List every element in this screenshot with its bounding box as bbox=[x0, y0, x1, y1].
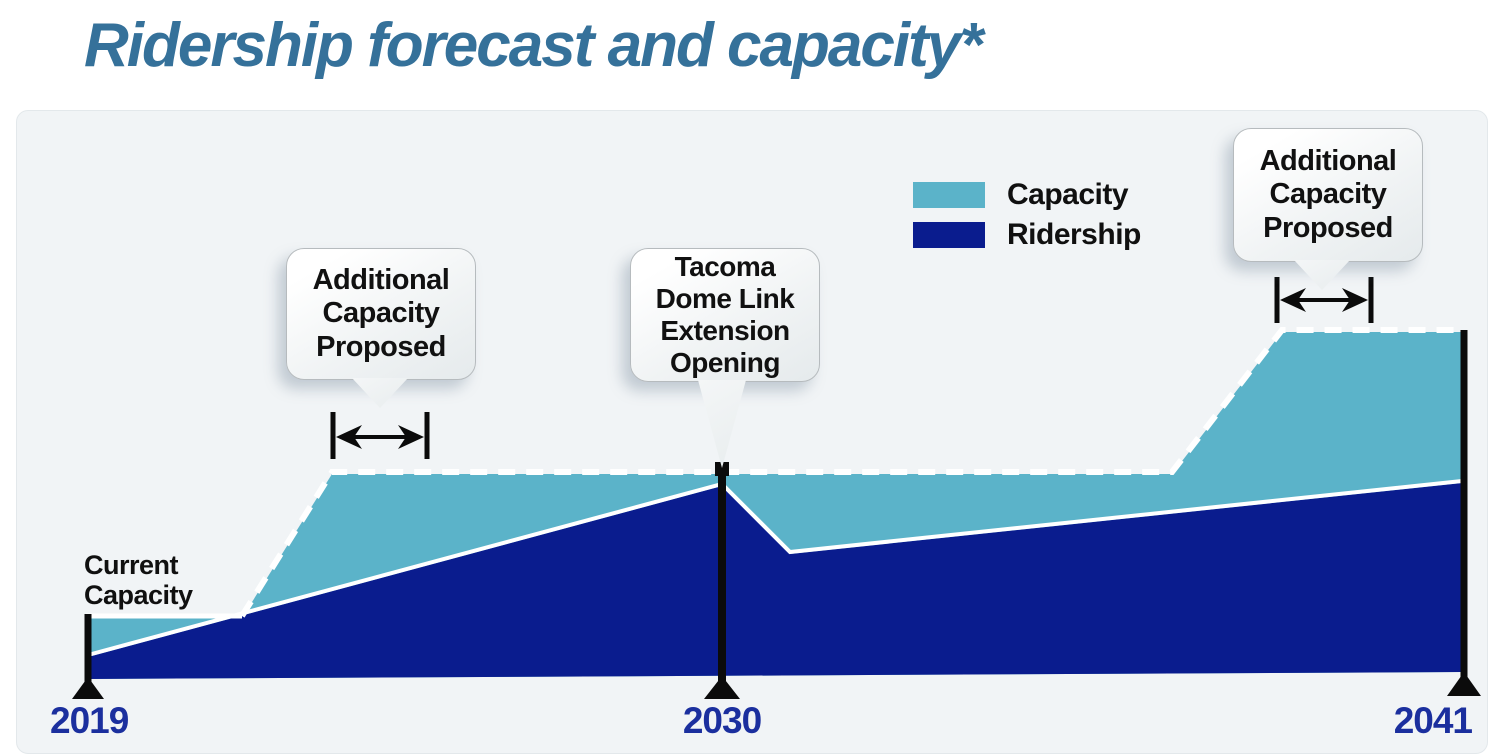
ridership-legend-label: Ridership bbox=[1007, 218, 1141, 251]
callout-tacoma-dome: Tacoma Dome Link Extension Opening bbox=[630, 248, 820, 382]
x-tick-2030: 2030 bbox=[682, 700, 762, 741]
x-tick-2041: 2041 bbox=[1393, 700, 1473, 741]
legend: Capacity Ridership bbox=[913, 178, 1141, 260]
capacity-legend-label: Capacity bbox=[1007, 178, 1129, 211]
ridership-swatch bbox=[913, 222, 985, 248]
capacity-swatch bbox=[913, 182, 985, 208]
legend-item-ridership: Ridership bbox=[913, 218, 1141, 251]
callout-additional-capacity-right: Additional Capacity Proposed bbox=[1233, 128, 1423, 262]
callout-additional-capacity-left: Additional Capacity Proposed bbox=[286, 248, 476, 380]
page-title: Ridership forecast and capacity* bbox=[84, 11, 983, 80]
legend-item-capacity: Capacity bbox=[913, 178, 1141, 211]
current-capacity-label: Current Capacity bbox=[84, 550, 193, 611]
x-tick-2019: 2019 bbox=[50, 700, 129, 741]
